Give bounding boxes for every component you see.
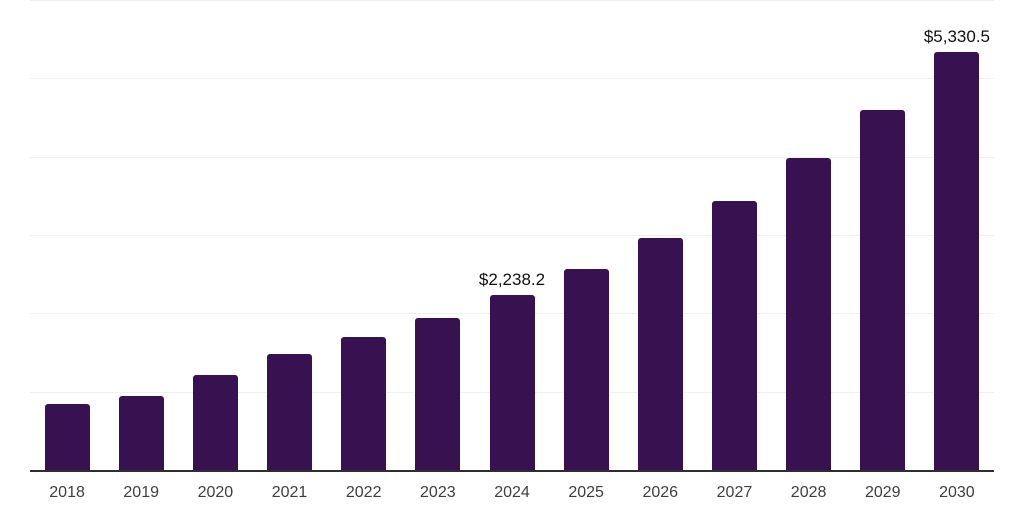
tick-label-2024: 2024 [494,484,530,501]
gridline-3000 [30,235,994,236]
tick-label-2018: 2018 [49,484,85,501]
bar-2023[interactable] [415,317,461,470]
bar-2022[interactable] [341,336,387,470]
bar-2026[interactable] [637,237,683,470]
bar-2025[interactable] [563,268,609,470]
bar-2024[interactable] [489,294,535,470]
bar-2028[interactable] [786,158,832,470]
bar-2021[interactable] [267,354,313,470]
bar-2029[interactable] [860,109,906,470]
tick-label-2022: 2022 [345,484,382,501]
data-label-2024: $2,238.2 [478,269,546,289]
gridline-5000 [30,78,994,79]
tick-label-2030: 2030 [939,484,975,501]
tick-label-2020: 2020 [197,484,234,501]
bar-2020[interactable] [192,375,238,470]
tick-label-2029: 2029 [864,484,901,501]
data-label-2030: $5,330.5 [923,27,991,47]
bar-2018[interactable] [44,404,90,470]
x-axis-line [30,470,994,472]
bar-2027[interactable] [711,200,757,470]
tick-label-2028: 2028 [790,484,827,501]
gridline-4000 [30,157,994,158]
tick-label-2021: 2021 [271,484,308,501]
tick-label-2026: 2026 [642,484,679,501]
tick-label-2025: 2025 [568,484,604,501]
tick-label-2027: 2027 [716,484,753,501]
bar-2030[interactable] [934,52,980,470]
tick-label-2019: 2019 [123,484,159,501]
bar-2019[interactable] [118,396,164,470]
tick-label-2023: 2023 [420,484,456,501]
gridline-6000 [30,0,994,1]
